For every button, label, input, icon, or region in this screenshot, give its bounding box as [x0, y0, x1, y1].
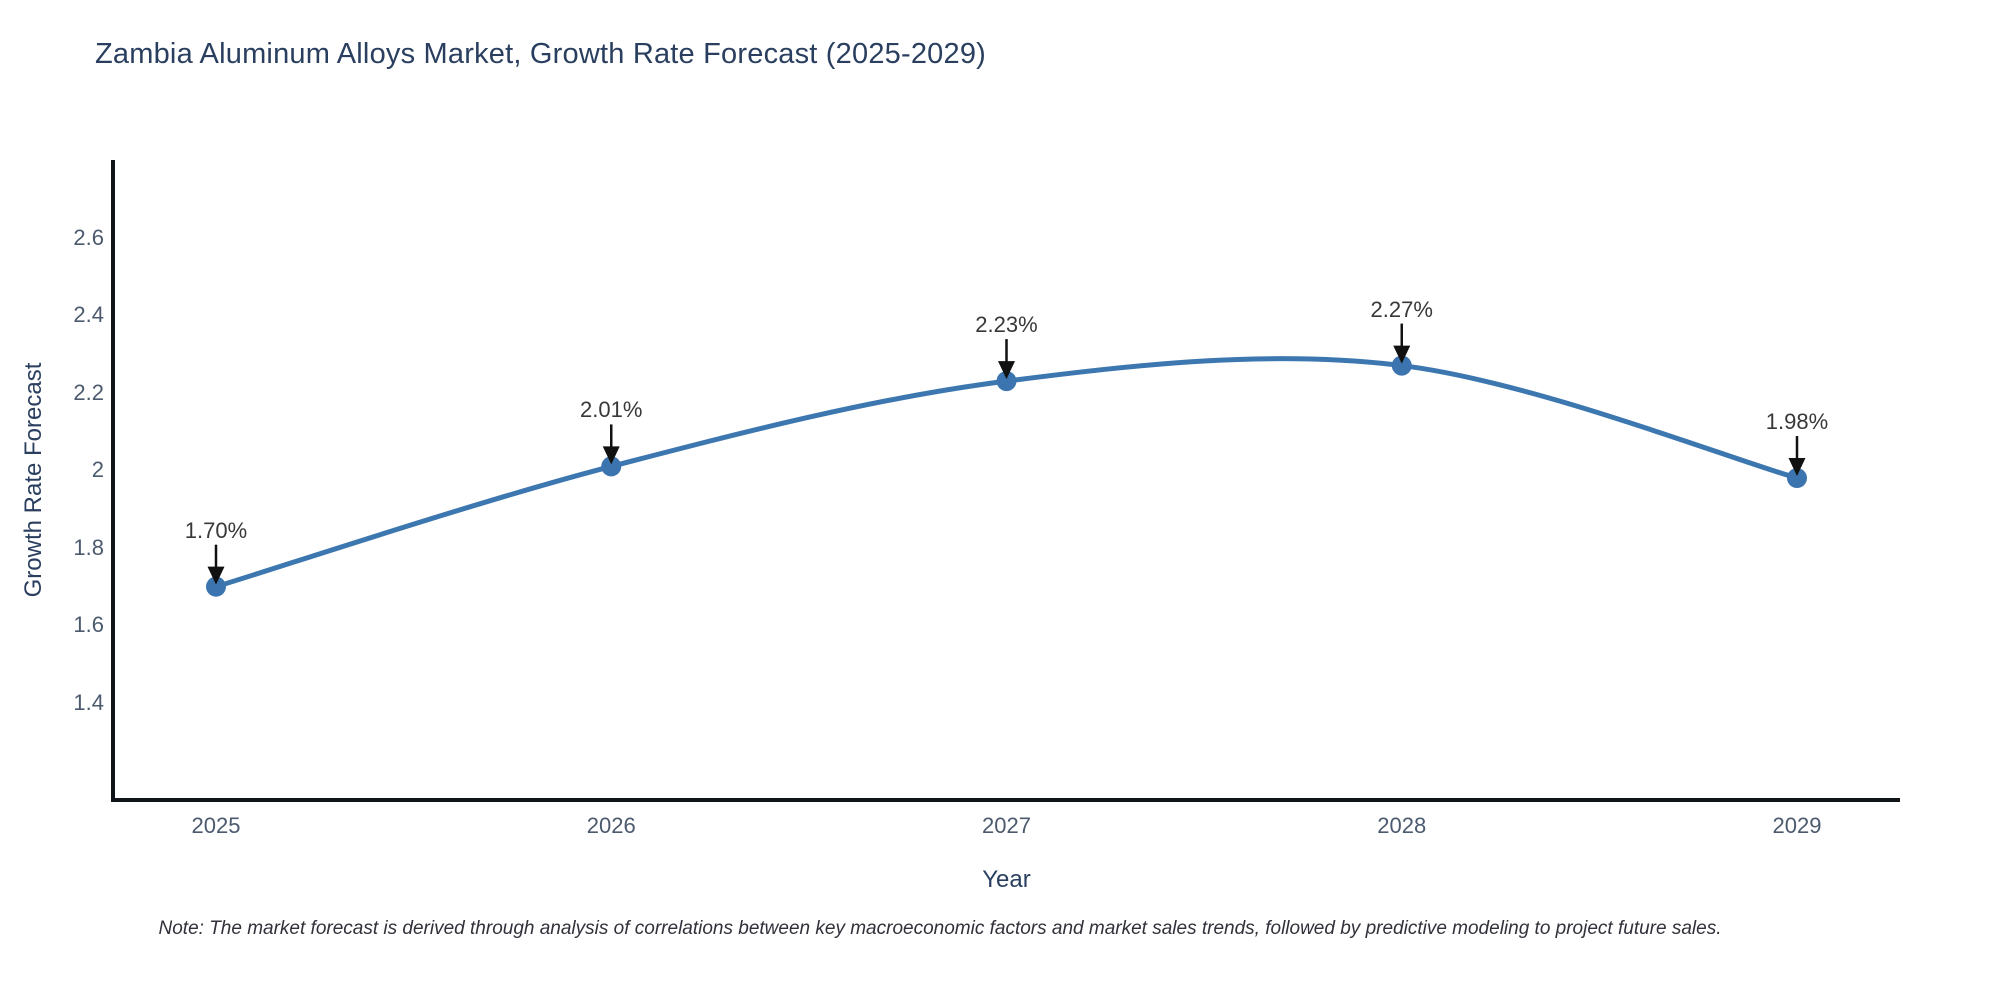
x-tick-label: 2028 [1377, 813, 1427, 838]
annotation-arrow-head [207, 566, 225, 585]
x-tick-label: 2026 [586, 813, 636, 838]
x-tick-label: 2029 [1772, 813, 1822, 838]
chart-title: Zambia Aluminum Alloys Market, Growth Ra… [95, 38, 987, 70]
data-point-marker [996, 371, 1017, 392]
y-tick-label: 1.6 [73, 612, 104, 638]
annotation-arrow-head [998, 361, 1015, 380]
annotation-arrow-head [1788, 458, 1806, 477]
y-tick-label: 2.2 [73, 379, 104, 405]
annotation-arrow-head [1393, 345, 1411, 364]
x-tick-label: 2027 [982, 813, 1031, 838]
y-tick-label: 2.6 [73, 224, 104, 250]
y-tick-label: 2 [91, 457, 104, 483]
x-axis-title: Year [982, 866, 1031, 893]
data-point-label: 1.70% [184, 517, 248, 543]
data-point-label: 2.27% [1370, 296, 1433, 322]
footnote: Note: The market forecast is derived thr… [158, 918, 1722, 939]
data-point-marker [206, 576, 226, 597]
data-point-marker [1391, 355, 1412, 376]
y-tick-label: 2.4 [73, 302, 104, 328]
x-tick-label: 2025 [191, 813, 241, 838]
data-point-label: 2.23% [975, 312, 1038, 338]
y-tick-label: 1.8 [73, 534, 104, 560]
data-point-label: 1.98% [1765, 409, 1829, 435]
y-tick-label: 1.4 [73, 690, 104, 716]
data-point-label: 2.01% [580, 397, 643, 423]
data-point-marker [601, 456, 622, 477]
axes-lines [111, 160, 1900, 802]
annotation-arrow-head [602, 446, 620, 465]
data-point-marker [1787, 468, 1807, 489]
y-axis-title: Growth Rate Forecast [20, 362, 47, 598]
line-series [213, 356, 1800, 590]
